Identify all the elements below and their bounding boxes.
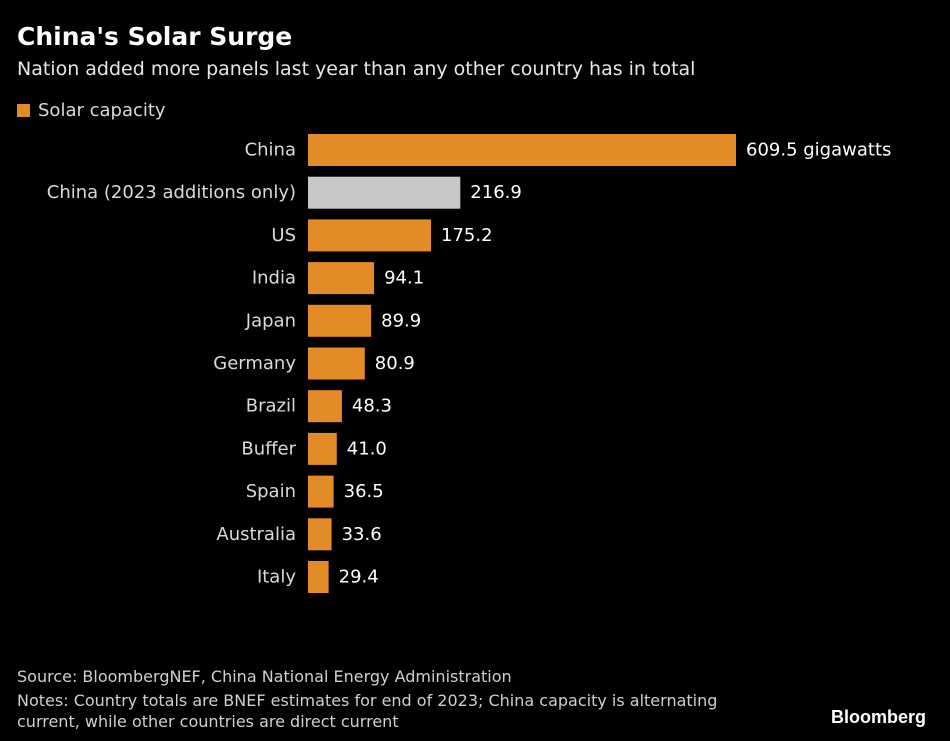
bar-chart: China 609.5 gigawatts China (2023 addition… [47, 134, 891, 593]
category-label: Buffer [241, 438, 296, 459]
legend-label: Solar capacity [38, 99, 166, 121]
category-label: Australia [216, 524, 296, 545]
chart-subtitle: Nation added more panels last year than … [17, 58, 696, 80]
category-label: Italy [257, 567, 296, 588]
legend-swatch [17, 103, 30, 117]
value-label: 94.1 [384, 268, 424, 289]
category-label: Spain [246, 481, 296, 502]
value-label: 29.4 [339, 567, 379, 588]
value-label: 609.5 gigawatts [746, 140, 891, 161]
bar-10 [308, 561, 329, 593]
source-note: Source: BloombergNEF, China National Ene… [17, 667, 512, 686]
bar-5 [308, 347, 365, 380]
legend: Solar capacity [17, 98, 166, 122]
bar-4 [308, 304, 372, 337]
value-label: 41.0 [347, 438, 387, 459]
category-label: China (2023 additions only) [47, 182, 296, 203]
bloomberg-logo: Bloomberg [830, 707, 926, 727]
bar-9 [308, 518, 332, 551]
value-label: 216.9 [470, 182, 522, 203]
category-label: China [245, 140, 296, 161]
value-label: 80.9 [375, 353, 415, 374]
bar-3 [308, 262, 375, 295]
value-label: 89.9 [381, 310, 421, 331]
notes-text: Notes: Country totals are BNEF estimates… [17, 691, 718, 731]
chart-title: China's Solar Surge [17, 22, 293, 51]
value-label: 33.6 [342, 524, 382, 545]
value-label: 48.3 [352, 396, 392, 417]
value-label: 175.2 [441, 225, 493, 246]
bar-0 [308, 134, 736, 166]
category-label: Germany [213, 353, 296, 374]
bar-8 [308, 475, 334, 508]
category-label: US [271, 225, 296, 246]
bar-1 [308, 176, 461, 209]
bar-6 [308, 390, 342, 423]
category-label: Brazil [246, 396, 296, 417]
value-label: 36.5 [344, 481, 384, 502]
bar-7 [308, 432, 337, 465]
bar-2 [308, 219, 432, 252]
category-label: Japan [245, 310, 296, 331]
category-label: India [252, 268, 296, 289]
